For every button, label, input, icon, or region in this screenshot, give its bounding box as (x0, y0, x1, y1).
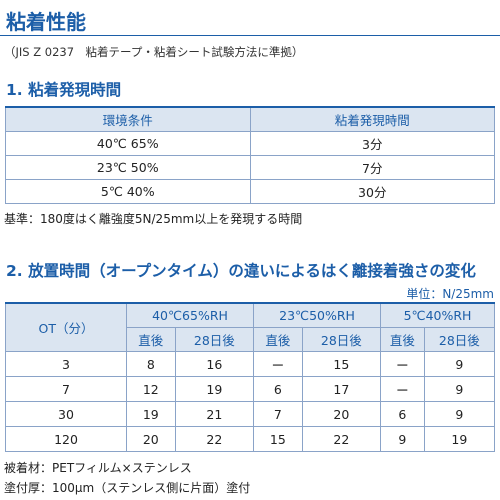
subtitle: （JIS Z 0237 粘着テープ・粘着シート試験方法に準拠） (4, 45, 304, 59)
table-cell: 3 (5, 351, 127, 377)
table-row: OT（分） 40℃65%RH 23℃50%RH 5℃40%RH (5, 302, 495, 352)
header-cell: 粘着発現時間 (249, 106, 495, 132)
table-cell: 21 (174, 401, 255, 427)
table-cell: ー (380, 376, 425, 402)
table-cell: 30 (5, 401, 127, 427)
table-cell: 23℃ 50% (5, 155, 251, 180)
table-cell: 6 (380, 401, 425, 427)
table-cell: 19 (126, 401, 176, 427)
table-cell: 19 (174, 376, 255, 402)
table-cell: 20 (301, 401, 382, 427)
table-cell: ー (380, 351, 425, 377)
unit: 単位：N/25mm (406, 287, 494, 301)
title: 粘着性能 (6, 10, 86, 34)
table-row: 5℃ 40% 30分 (5, 179, 495, 204)
table-cell: 30分 (249, 179, 495, 204)
table-cell: ー (253, 351, 303, 377)
table-cell: 22 (301, 426, 382, 452)
table-cell: 22 (174, 426, 255, 452)
table-row: 直後 28日後 直後 28日後 直後 28日後 (6, 327, 496, 352)
table-cell: 6 (253, 376, 303, 402)
header-cell: 40℃65%RH (125, 302, 255, 328)
header-cell: 28日後 (174, 327, 255, 352)
table-cell: 9 (380, 426, 425, 452)
header-cell: OT（分） (5, 302, 127, 352)
table-cell: 9 (423, 351, 496, 377)
table-cell: 40℃ 65% (5, 131, 251, 156)
table-cell: 5℃ 40% (5, 179, 251, 204)
header-cell: 環境条件 (5, 106, 251, 132)
table-row: 7 12 19 6 17 ー 9 (5, 376, 496, 402)
header-cell: 28日後 (423, 327, 496, 352)
table-row: 40℃ 65% 3分 (5, 131, 495, 156)
table-cell: 7分 (249, 155, 495, 180)
table-cell: 16 (174, 351, 255, 377)
table-cell: 3分 (249, 131, 495, 156)
header-cell: 直後 (126, 327, 176, 352)
header-cell: 直後 (380, 327, 425, 352)
table-row: 環境条件 粘着発現時間 (5, 106, 495, 132)
table-cell: 9 (423, 401, 496, 427)
table: 環境条件 粘着発現時間 40℃ 65% 3分 23℃ 50% 7分 5℃ 40% 30分 (5, 106, 495, 204)
table-cell: 8 (126, 351, 176, 377)
title-rule (0, 35, 500, 36)
table-cell: 7 (5, 376, 127, 402)
header-cell: 28日後 (301, 327, 382, 352)
table-row: 30 19 21 7 20 6 9 (5, 401, 496, 427)
table-cell: 19 (423, 426, 496, 452)
section-heading: 2. 放置時間（オープンタイム）の違いによるはく離接着強さの変化 (6, 262, 476, 280)
table-cell: 15 (301, 351, 382, 377)
header-cell: 23℃50%RH (253, 302, 382, 328)
table: OT（分） 40℃65%RH 23℃50%RH 5℃40%RH 直後 28日後 直後 28日後… (5, 302, 496, 452)
footer-line: 塗付厚：100μm（ステンレス側に片面）塗付 (4, 481, 251, 495)
table-cell: 17 (301, 376, 382, 402)
header-cell: 5℃40%RH (380, 302, 495, 328)
header-cell: 直後 (253, 327, 303, 352)
table-cell: 9 (423, 376, 496, 402)
table-cell: 120 (5, 426, 127, 452)
table-row: 23℃ 50% 7分 (5, 155, 495, 180)
table-cell: 12 (126, 376, 176, 402)
table-row: 120 20 22 15 22 9 19 (5, 426, 496, 452)
table-cell: 7 (253, 401, 303, 427)
table-cell: 15 (253, 426, 303, 452)
footer-line: 被着材：PETフィルム×ステンレス (4, 461, 192, 475)
table-row: 3 8 16 ー 15 ー 9 (5, 351, 496, 377)
section-heading: 1. 粘着発現時間 (6, 81, 122, 99)
note: 基準：180度はく離強度5N/25mm以上を発現する時間 (4, 212, 303, 226)
table-cell: 20 (126, 426, 176, 452)
